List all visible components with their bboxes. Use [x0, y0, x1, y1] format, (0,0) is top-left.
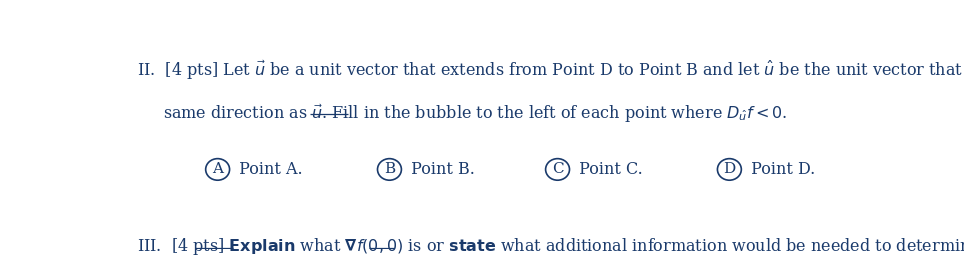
Text: same direction as $\vec{u}$. Fill in the bubble to the left of each point where : same direction as $\vec{u}$. Fill in the… — [163, 102, 788, 125]
Text: C: C — [551, 162, 563, 176]
Text: III.  [4 pts] $\mathbf{Explain}$ what $\boldsymbol{\nabla} f(0, 0)$ is or $\math: III. [4 pts] $\mathbf{Explain}$ what $\b… — [137, 236, 964, 257]
Text: Point B.: Point B. — [406, 161, 474, 178]
Text: Point A.: Point A. — [234, 161, 303, 178]
Text: II.  [4 pts] Let $\vec{u}$ be a unit vector that extends from Point D to Point B: II. [4 pts] Let $\vec{u}$ be a unit vect… — [137, 59, 964, 83]
Text: Point D.: Point D. — [746, 161, 816, 178]
Text: D: D — [723, 162, 736, 176]
Text: A: A — [212, 162, 223, 176]
Text: Point C.: Point C. — [574, 161, 643, 178]
Text: B: B — [384, 162, 395, 176]
